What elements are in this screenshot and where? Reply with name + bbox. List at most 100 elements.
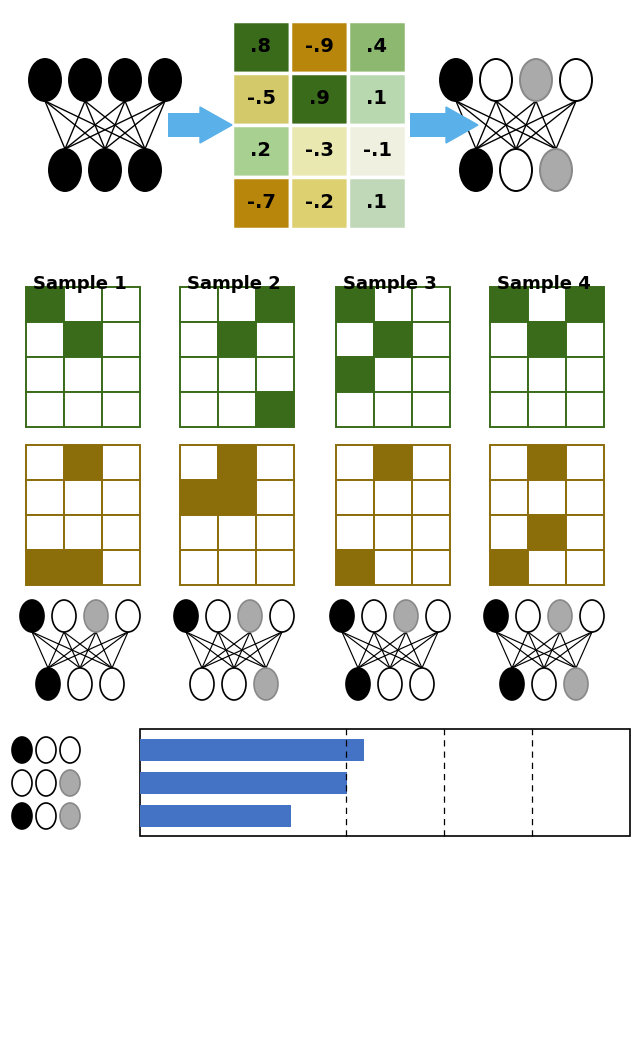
Ellipse shape (174, 600, 198, 632)
Bar (412, 445, 450, 480)
Bar (64, 392, 102, 428)
Bar (348, 73, 406, 125)
Bar (256, 287, 294, 322)
Bar (140, 729, 630, 836)
Ellipse shape (12, 737, 32, 763)
Bar (180, 392, 218, 428)
Bar (102, 550, 140, 585)
Bar (180, 445, 218, 480)
Ellipse shape (254, 668, 278, 700)
Bar (490, 445, 528, 480)
Ellipse shape (60, 737, 80, 763)
Bar (336, 445, 374, 480)
Bar (102, 480, 140, 515)
Bar (290, 125, 348, 177)
Bar (26, 480, 64, 515)
Bar (102, 392, 140, 428)
Ellipse shape (68, 668, 92, 700)
Ellipse shape (84, 600, 108, 632)
Bar (256, 550, 294, 585)
Bar (64, 357, 102, 392)
Ellipse shape (36, 668, 60, 700)
Bar (336, 480, 374, 515)
Ellipse shape (378, 668, 402, 700)
Ellipse shape (460, 150, 492, 191)
Bar (336, 392, 374, 428)
Bar (528, 322, 566, 357)
Bar (412, 287, 450, 322)
Bar (64, 445, 102, 480)
Bar (348, 125, 406, 177)
Bar (490, 392, 528, 428)
Ellipse shape (100, 668, 124, 700)
Ellipse shape (36, 803, 56, 829)
Bar (218, 480, 256, 515)
Bar (256, 515, 294, 550)
Ellipse shape (410, 668, 434, 700)
Bar (290, 73, 348, 125)
Ellipse shape (426, 600, 450, 632)
Bar (26, 515, 64, 550)
Bar (374, 515, 412, 550)
Bar (566, 357, 604, 392)
Bar (348, 177, 406, 229)
Ellipse shape (440, 59, 472, 101)
Bar (64, 550, 102, 585)
Ellipse shape (500, 668, 524, 700)
Ellipse shape (69, 59, 101, 101)
Bar (256, 480, 294, 515)
Ellipse shape (560, 59, 592, 101)
Bar (218, 550, 256, 585)
Bar (26, 357, 64, 392)
Bar (180, 480, 218, 515)
Bar (218, 322, 256, 357)
Bar (412, 392, 450, 428)
Bar (374, 550, 412, 585)
Ellipse shape (520, 59, 552, 101)
Ellipse shape (480, 59, 512, 101)
Bar (64, 480, 102, 515)
Bar (180, 357, 218, 392)
Bar (256, 445, 294, 480)
Bar (336, 515, 374, 550)
Text: Sample 4: Sample 4 (497, 275, 591, 293)
Ellipse shape (548, 600, 572, 632)
Ellipse shape (500, 150, 532, 191)
Bar (412, 480, 450, 515)
Polygon shape (200, 107, 232, 143)
Ellipse shape (516, 600, 540, 632)
Bar (528, 515, 566, 550)
Bar (566, 550, 604, 585)
Bar (566, 480, 604, 515)
Bar (566, 392, 604, 428)
Bar (180, 550, 218, 585)
Ellipse shape (129, 150, 161, 191)
Ellipse shape (49, 150, 81, 191)
Bar (374, 480, 412, 515)
Bar (232, 125, 290, 177)
Bar (374, 357, 412, 392)
Bar (336, 357, 374, 392)
Text: -.3: -.3 (305, 141, 333, 160)
Bar (490, 322, 528, 357)
Bar (256, 357, 294, 392)
Bar (102, 357, 140, 392)
Ellipse shape (532, 668, 556, 700)
Bar (256, 392, 294, 428)
Bar (348, 21, 406, 73)
Bar (26, 287, 64, 322)
Bar (218, 445, 256, 480)
Ellipse shape (36, 770, 56, 796)
Bar (26, 550, 64, 585)
Ellipse shape (484, 600, 508, 632)
Bar (410, 113, 446, 137)
Ellipse shape (330, 600, 354, 632)
Ellipse shape (362, 600, 386, 632)
Ellipse shape (36, 737, 56, 763)
Text: .1: .1 (367, 90, 387, 108)
Bar (218, 515, 256, 550)
Bar (528, 392, 566, 428)
Text: .2: .2 (250, 141, 271, 160)
Bar (490, 550, 528, 585)
Ellipse shape (60, 770, 80, 796)
